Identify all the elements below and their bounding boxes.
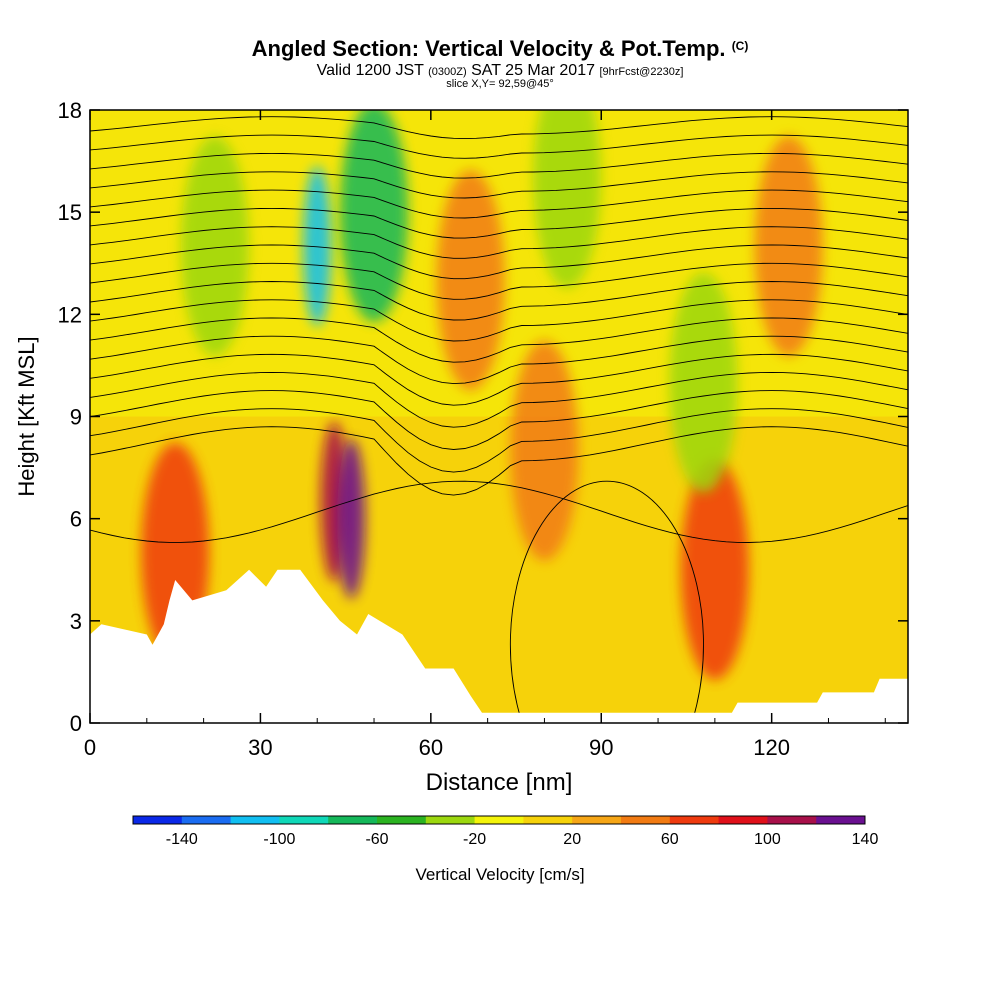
colorbar-segment-1 bbox=[181, 816, 232, 824]
velocity-feature-9 bbox=[436, 170, 505, 391]
isentrope-2 bbox=[90, 390, 908, 450]
isentrope-12 bbox=[90, 207, 908, 239]
colorbar-frame bbox=[132, 815, 866, 825]
title-main: Angled Section: Vertical Velocity & Pot.… bbox=[251, 36, 726, 61]
velocity-feature-4 bbox=[303, 166, 332, 327]
terrain-mask bbox=[90, 569, 908, 723]
y-tick-label: 18 bbox=[58, 98, 82, 123]
colorbar-tick-label: -140 bbox=[166, 831, 198, 848]
x-tick-label: 60 bbox=[419, 735, 443, 760]
isentrope-3 bbox=[90, 372, 908, 428]
isentrope-4 bbox=[90, 353, 908, 406]
colorbar-segment-5 bbox=[377, 816, 427, 824]
isentrope-15 bbox=[90, 152, 908, 179]
isentrope-13 bbox=[90, 189, 908, 219]
x-axis-label: Distance [nm] bbox=[426, 769, 573, 796]
colorbar-tick-label: -100 bbox=[263, 831, 295, 848]
title-copyright: (C) bbox=[731, 39, 749, 53]
colorbar-segment-3 bbox=[279, 816, 329, 824]
colorbar-segment-2 bbox=[230, 816, 280, 824]
axes: 0 30 60 90 120 0 3 6 9 12 15 18 Distance [nm] Height … bbox=[14, 98, 909, 796]
y-axis-label: Height [Kft MSL] bbox=[14, 336, 39, 496]
isentrope-8 bbox=[90, 281, 908, 321]
colorbar-tick-label: 100 bbox=[754, 831, 781, 848]
colorbar-tick-label: 140 bbox=[852, 831, 879, 848]
isentrope-7 bbox=[90, 299, 908, 342]
velocity-feature-7 bbox=[533, 110, 602, 289]
colorbar-segment-14 bbox=[816, 816, 866, 824]
isentrope-10 bbox=[90, 244, 908, 280]
chart-title: Angled Section: Vertical Velocity & Pot.… bbox=[0, 36, 1000, 62]
colorbar-segment-7 bbox=[474, 816, 524, 824]
y-tick-label: 0 bbox=[70, 711, 82, 736]
isentrope-5 bbox=[90, 335, 908, 385]
plot-area bbox=[90, 110, 908, 723]
slice-label: slice X,Y= 92,59@45° bbox=[446, 78, 554, 90]
isentrope-6 bbox=[90, 317, 908, 363]
colorbar-segment-4 bbox=[328, 816, 378, 824]
velocity-feature-1 bbox=[337, 438, 366, 599]
colorbar-segment-0 bbox=[133, 816, 183, 824]
colorbar-tick-label: -20 bbox=[463, 831, 486, 848]
subtitle-date: SAT 25 Mar 2017 bbox=[471, 62, 595, 79]
isentrope-16 bbox=[90, 134, 908, 159]
colorbar-segment-13 bbox=[767, 816, 817, 824]
colorbar-tick-label: 60 bbox=[661, 831, 679, 848]
subtitle-utc: (0300Z) bbox=[428, 66, 467, 78]
x-tick-label: 120 bbox=[753, 735, 790, 760]
colorbar-segment-12 bbox=[718, 816, 768, 824]
chart-subtitle: Valid 1200 JST (0300Z) SAT 25 Mar 2017 [… bbox=[0, 62, 1000, 80]
subtitle-valid: Valid 1200 JST bbox=[316, 62, 424, 79]
velocity-feature-8 bbox=[669, 272, 738, 493]
colorbar-segment-10 bbox=[621, 816, 671, 824]
colorbar-segment-9 bbox=[572, 816, 622, 824]
y-tick-label: 15 bbox=[58, 200, 82, 225]
x-tick-label: 90 bbox=[589, 735, 613, 760]
colorbar-segment-8 bbox=[523, 816, 573, 824]
subtitle-forecast: [9hrFcst@2230z] bbox=[599, 66, 684, 78]
colorbar-tick-label: 20 bbox=[563, 831, 581, 848]
isentrope-9 bbox=[90, 262, 908, 300]
colorbar-segment-6 bbox=[425, 816, 476, 824]
isentrope-14 bbox=[90, 171, 908, 199]
isentrope-closed bbox=[509, 480, 704, 723]
y-tick-label: 6 bbox=[70, 507, 82, 532]
isentrope-0 bbox=[90, 426, 908, 496]
y-tick-label: 3 bbox=[70, 609, 82, 634]
velocity-feature-11 bbox=[510, 340, 579, 561]
isentrope-1 bbox=[90, 408, 908, 473]
colorbar-segment-11 bbox=[669, 816, 720, 824]
colorbar-label: Vertical Velocity [cm/s] bbox=[415, 865, 584, 884]
colorbar-tick-label: -60 bbox=[365, 831, 388, 848]
x-tick-label: 0 bbox=[84, 735, 96, 760]
velocity-feature-3 bbox=[680, 459, 749, 680]
isentrope-11 bbox=[90, 226, 908, 259]
colorbar: -140 -100 -60 -20 20 60 100 140 Vertical Velocit… bbox=[132, 815, 879, 884]
y-tick-label: 12 bbox=[58, 302, 82, 327]
velocity-feature-5 bbox=[340, 110, 409, 323]
y-tick-label: 9 bbox=[70, 405, 82, 430]
isentrope-low bbox=[90, 480, 908, 543]
x-tick-label: 30 bbox=[248, 735, 272, 760]
